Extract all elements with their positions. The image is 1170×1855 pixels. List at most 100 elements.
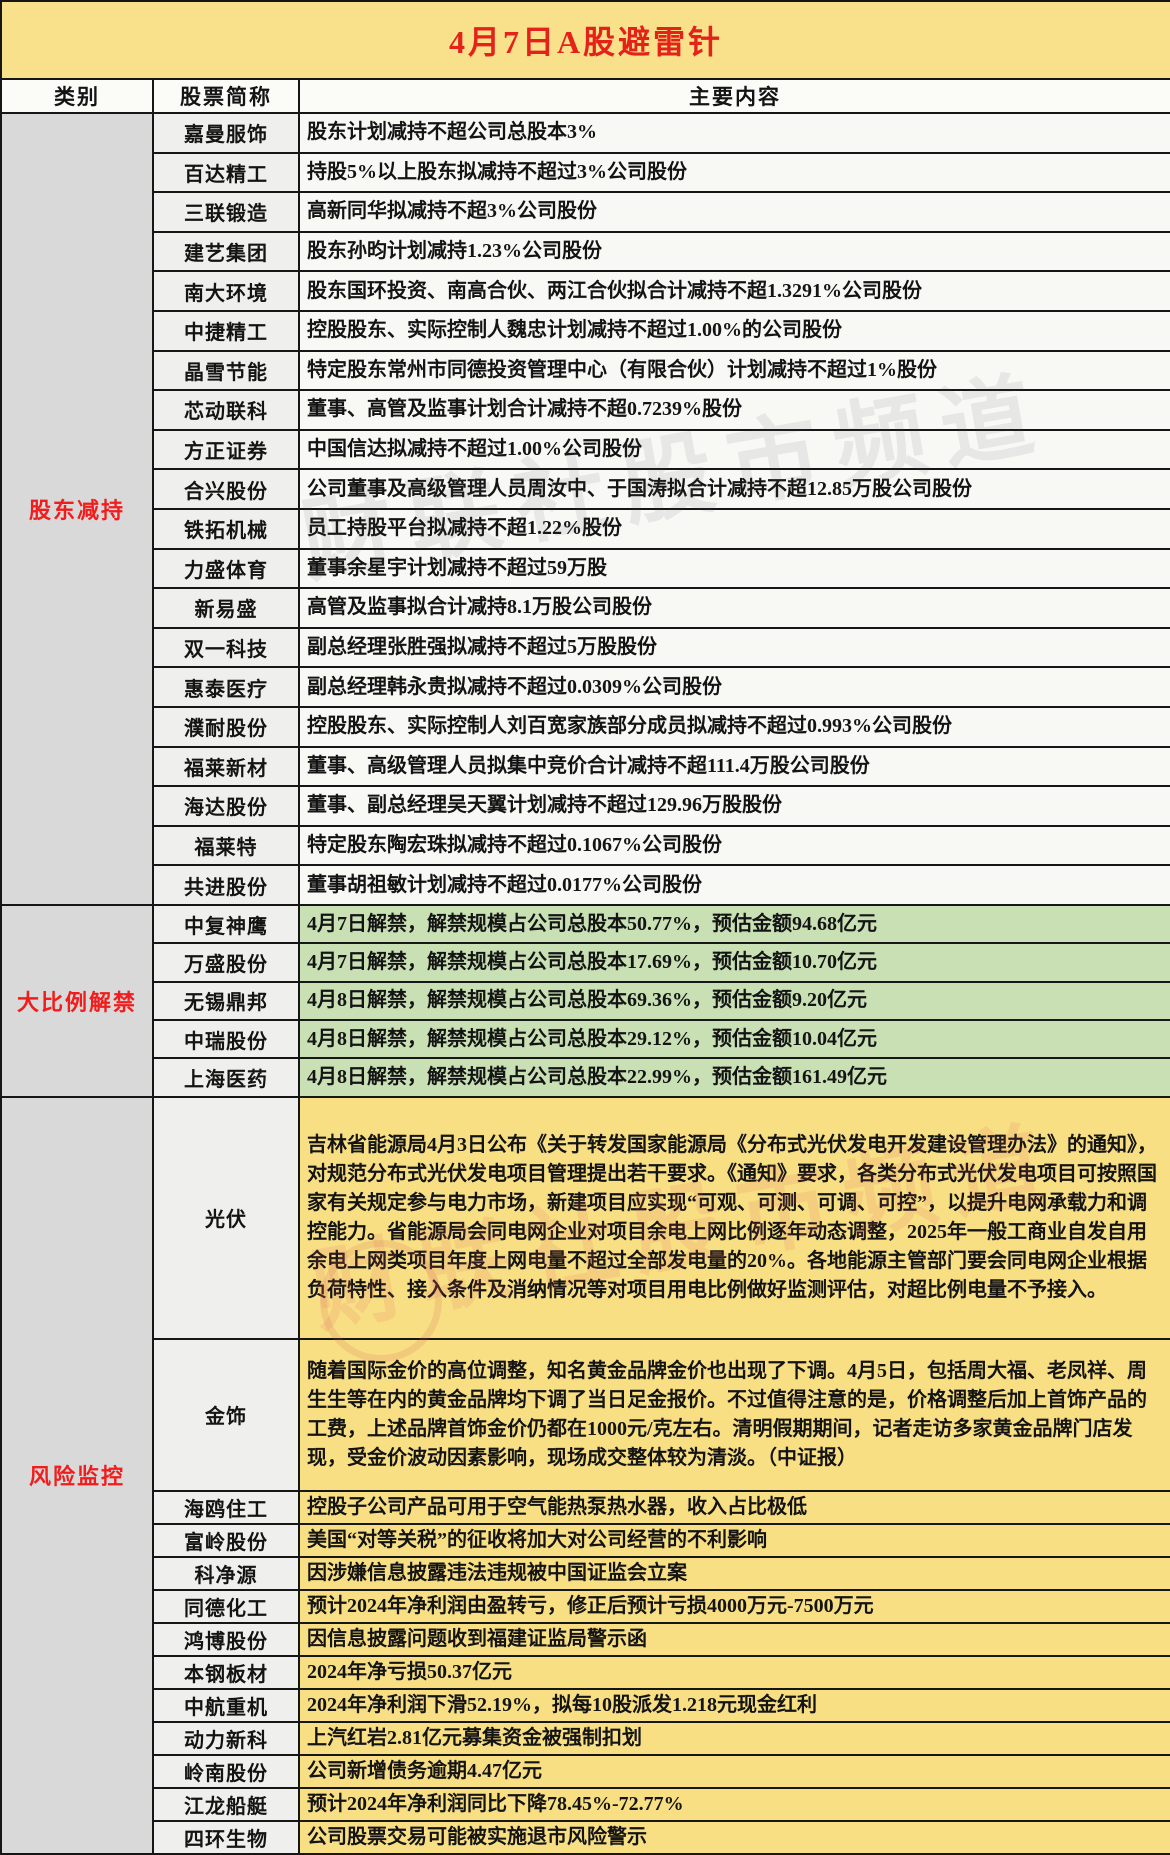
stock-name-cell: 中复神鹰: [152, 903, 300, 945]
table-row: 晶雪节能 特定股东常州市同德投资管理中心（有限合伙）计划减持不超过1%股份: [1, 349, 1170, 392]
table-row: 万盛股份 4月7日解禁，解禁规模占公司总股本17.69%，预估金额10.70亿元: [1, 942, 1170, 983]
table-row: 铁拓机械 员工持股平台拟减持不超1.22%股份: [1, 507, 1170, 550]
table-row: 三联锻造 高新同华拟减持不超3%公司股份: [1, 191, 1170, 233]
content-cell: 高新同华拟减持不超3%公司股份: [297, 191, 1170, 233]
stock-name-cell: 海鸥住工: [152, 1489, 300, 1525]
content-cell: 随着国际金价的高位调整，知名黄金品牌金价也出现了下调。4月5日，包括周大福、老凤…: [297, 1337, 1170, 1492]
content-cell: 2024年净利润下滑52.19%，拟每10股派发1.218元现金红利: [297, 1687, 1170, 1723]
category-cell-unlock: 大比例解禁: [0, 903, 154, 1098]
category-cell-shareholder: 股东减持: [0, 112, 154, 906]
content-cell: 预计2024年净利润由盈转亏，修正后预计亏损4000万元-7500万元: [297, 1588, 1170, 1624]
content-cell: 吉林省能源局4月3日公布《关于转发国家能源局《分布式光伏发电开发建设管理办法》的…: [297, 1095, 1170, 1340]
table-row: 四环生物 公司股票交易可能被实施退市风险警示: [1, 1819, 1170, 1855]
content-cell: 股东孙昀计划减持1.23%公司股份: [297, 230, 1170, 273]
content-cell: 4月7日解禁，解禁规模占公司总股本17.69%，预估金额10.70亿元: [297, 942, 1170, 983]
table-row: 芯动联科 董事、高管及监事计划合计减持不超0.7239%股份: [1, 389, 1170, 431]
stock-name-cell: 富岭股份: [152, 1522, 300, 1558]
content-cell: 4月7日解禁，解禁规模占公司总股本50.77%，预估金额94.68亿元: [297, 903, 1170, 945]
stock-name-cell: 力盛体育: [152, 547, 300, 590]
stock-name-cell: 万盛股份: [152, 942, 300, 983]
stock-name-cell: 合兴股份: [152, 468, 300, 510]
table-row: 中瑞股份 4月8日解禁，解禁规模占公司总股本29.12%，预估金额10.04亿元: [1, 1019, 1170, 1060]
table-row: 福莱特 特定股东陶宏珠拟减持不超过0.1067%公司股份: [1, 824, 1170, 867]
content-cell: 高管及监事拟合计减持8.1万股公司股份: [297, 587, 1170, 629]
stock-name-cell: 岭南股份: [152, 1753, 300, 1789]
content-cell: 上汽红岩2.81亿元募集资金被强制扣划: [297, 1720, 1170, 1756]
table-row: 上海医药 4月8日解禁，解禁规模占公司总股本22.99%，预估金额161.49亿元: [1, 1057, 1170, 1098]
content-cell: 预计2024年净利润同比下降78.45%-72.77%: [297, 1786, 1170, 1822]
table-row: 海达股份 董事、副总经理吴天翼计划减持不超过129.96万股股份: [1, 785, 1170, 827]
table-row: 中捷精工 控股股东、实际控制人魏忠计划减持不超过1.00%的公司股份: [1, 309, 1170, 352]
stock-name-cell: 新易盛: [152, 587, 300, 629]
content-cell: 特定股东陶宏珠拟减持不超过0.1067%公司股份: [297, 824, 1170, 867]
table-row: 本钢板材 2024年净亏损50.37亿元: [1, 1654, 1170, 1690]
table-row: 富岭股份 美国“对等关税”的征收将加大对公司经营的不利影响: [1, 1522, 1170, 1558]
stock-name-cell: 福莱特: [152, 824, 300, 867]
content-cell: 董事、副总经理吴天翼计划减持不超过129.96万股股份: [297, 785, 1170, 827]
stock-name-cell: 金饰: [152, 1337, 300, 1492]
content-cell: 公司股票交易可能被实施退市风险警示: [297, 1819, 1170, 1855]
content-cell: 董事、高级管理人员拟集中竞价合计减持不超111.4万股公司股份: [297, 745, 1170, 788]
stock-name-cell: 中捷精工: [152, 309, 300, 352]
stock-name-cell: 海达股份: [152, 785, 300, 827]
stock-name-cell: 三联锻造: [152, 191, 300, 233]
content-cell: 2024年净亏损50.37亿元: [297, 1654, 1170, 1690]
stock-name-cell: 无锡鼎邦: [152, 980, 300, 1022]
content-cell: 特定股东常州市同德投资管理中心（有限合伙）计划减持不超过1%股份: [297, 349, 1170, 392]
table-row: 风险监控 光伏 吉林省能源局4月3日公布《关于转发国家能源局《分布式光伏发电开发建设…: [0, 1095, 1170, 1855]
table-row: 金饰 随着国际金价的高位调整，知名黄金品牌金价也出现了下调。4月5日，包括周大福、…: [1, 1337, 1170, 1492]
content-cell: 因信息披露问题收到福建证监局警示函: [297, 1621, 1170, 1657]
content-cell: 因涉嫌信息披露违法违规被中国证监会立案: [297, 1555, 1170, 1591]
table-row: 无锡鼎邦 4月8日解禁，解禁规模占公司总股本69.36%，预估金额9.20亿元: [1, 980, 1170, 1022]
table-row: 双一科技 副总经理张胜强拟减持不超过5万股股份: [1, 626, 1170, 669]
content-cell: 董事胡祖敏计划减持不超过0.0177%公司股份: [297, 864, 1170, 906]
table-row: 海鸥住工 控股子公司产品可用于空气能热泵热水器，收入占比极低: [1, 1489, 1170, 1525]
table-row: 濮耐股份 控股股东、实际控制人刘百宽家族部分成员拟减持不超过0.993%公司股份: [1, 705, 1170, 748]
content-cell: 副总经理张胜强拟减持不超过5万股股份: [297, 626, 1170, 669]
table-row: 中航重机 2024年净利润下滑52.19%，拟每10股派发1.218元现金红利: [1, 1687, 1170, 1723]
stock-name-cell: 百达精工: [152, 151, 300, 194]
content-cell: 公司新增债务逾期4.47亿元: [297, 1753, 1170, 1789]
stock-name-cell: 上海医药: [152, 1057, 300, 1098]
stock-name-cell: 濮耐股份: [152, 705, 300, 748]
content-cell: 中国信达拟减持不超过1.00%公司股份: [297, 428, 1170, 471]
table-row: 大比例解禁 中复神鹰 4月7日解禁，解禁规模占公司总股本50.77%，预估金额94.…: [0, 903, 1170, 1098]
table-row: 南大环境 股东国环投资、南高合伙、两江合伙拟合计减持不超1.3291%公司股份: [1, 270, 1170, 312]
table-row: 百达精工 持股5%以上股东拟减持不超过3%公司股份: [1, 151, 1170, 194]
table-header-row: 类别 股票简称 主要内容: [0, 78, 1170, 114]
column-header-category: 类别: [0, 78, 154, 114]
content-cell: 公司董事及高级管理人员周汝中、于国涛拟合计减持不超12.85万股公司股份: [297, 468, 1170, 510]
table-row: 福莱新材 董事、高级管理人员拟集中竞价合计减持不超111.4万股公司股份: [1, 745, 1170, 788]
content-cell: 员工持股平台拟减持不超1.22%股份: [297, 507, 1170, 550]
content-cell: 控股股东、实际控制人魏忠计划减持不超过1.00%的公司股份: [297, 309, 1170, 352]
content-cell: 副总经理韩永贵拟减持不超过0.0309%公司股份: [297, 666, 1170, 708]
table-row: 惠泰医疗 副总经理韩永贵拟减持不超过0.0309%公司股份: [1, 666, 1170, 708]
stock-name-cell: 南大环境: [152, 270, 300, 312]
stock-name-cell: 共进股份: [152, 864, 300, 906]
table-row: 共进股份 董事胡祖敏计划减持不超过0.0177%公司股份: [1, 864, 1170, 906]
table-row: 建艺集团 股东孙昀计划减持1.23%公司股份: [1, 230, 1170, 273]
stock-name-cell: 建艺集团: [152, 230, 300, 273]
stock-name-cell: 江龙船艇: [152, 1786, 300, 1822]
stock-name-cell: 惠泰医疗: [152, 666, 300, 708]
table-row: 同德化工 预计2024年净利润由盈转亏，修正后预计亏损4000万元-7500万元: [1, 1588, 1170, 1624]
table-row: 科净源 因涉嫌信息披露违法违规被中国证监会立案: [1, 1555, 1170, 1591]
stock-name-cell: 嘉曼服饰: [152, 112, 300, 154]
column-header-stock-name: 股票简称: [152, 78, 300, 114]
table-row: 鸿博股份 因信息披露问题收到福建证监局警示函: [1, 1621, 1170, 1657]
stock-name-cell: 四环生物: [152, 1819, 300, 1855]
stock-name-cell: 中航重机: [152, 1687, 300, 1723]
table-row: 力盛体育 董事余星宇计划减持不超过59万股: [1, 547, 1170, 590]
page-title: 4月7日A股避雷针: [0, 0, 1170, 80]
stock-name-cell: 方正证券: [152, 428, 300, 471]
stock-name-cell: 动力新科: [152, 1720, 300, 1756]
table-row: 股东减持 嘉曼服饰 股东计划减持不超公司总股本3%: [0, 112, 1170, 906]
table-row: 新易盛 高管及监事拟合计减持8.1万股公司股份: [1, 587, 1170, 629]
stock-name-cell: 同德化工: [152, 1588, 300, 1624]
title-bar: 4月7日A股避雷针: [0, 0, 1170, 80]
content-cell: 4月8日解禁，解禁规模占公司总股本69.36%，预估金额9.20亿元: [297, 980, 1170, 1022]
content-cell: 4月8日解禁，解禁规模占公司总股本29.12%，预估金额10.04亿元: [297, 1019, 1170, 1060]
stock-name-cell: 中瑞股份: [152, 1019, 300, 1060]
content-cell: 股东国环投资、南高合伙、两江合伙拟合计减持不超1.3291%公司股份: [297, 270, 1170, 312]
